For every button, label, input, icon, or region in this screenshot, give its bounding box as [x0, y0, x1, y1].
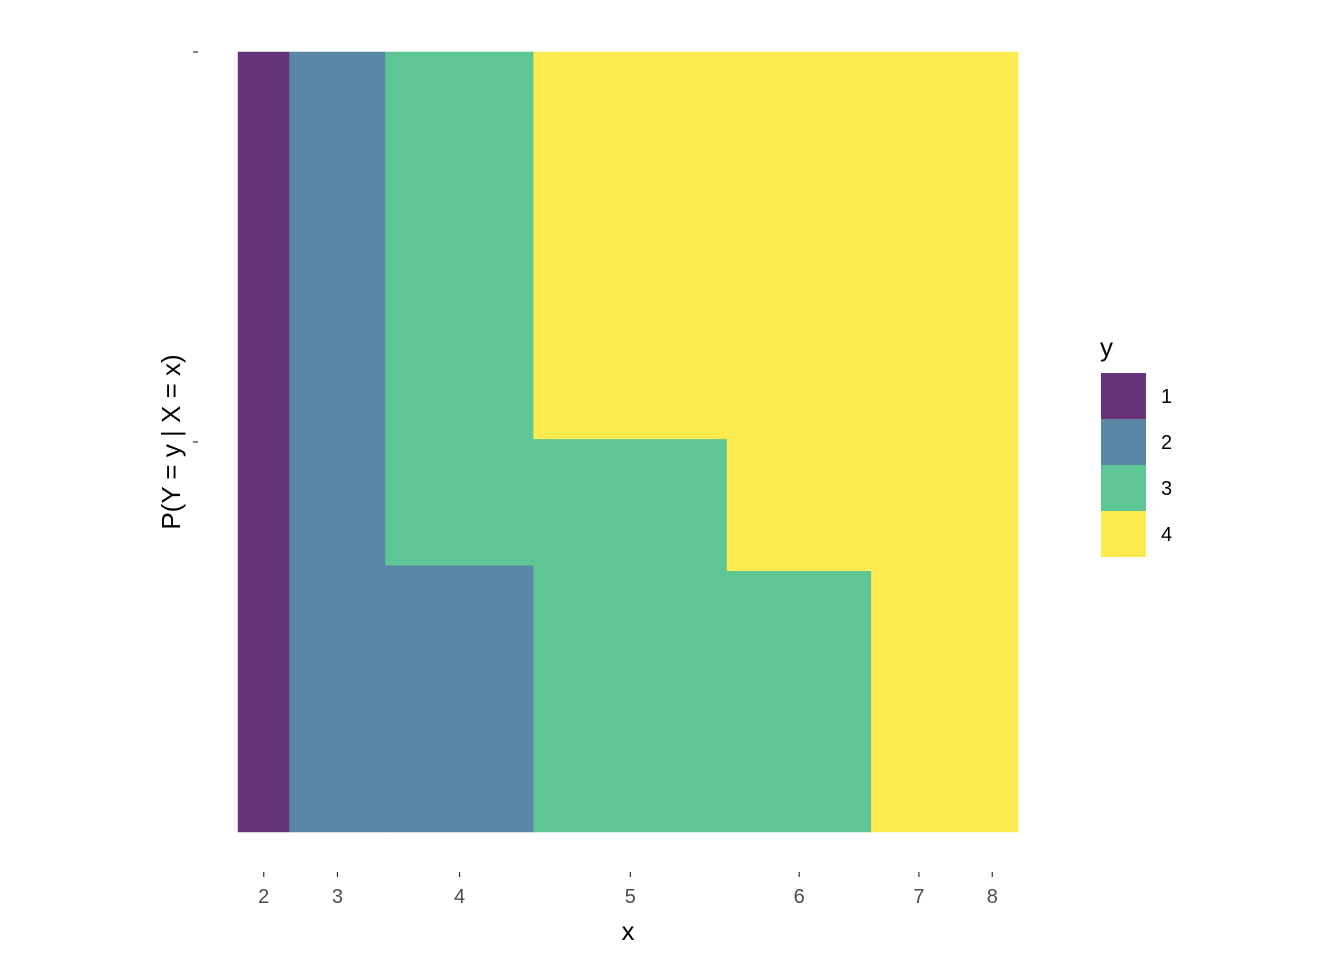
- x-tick-label-8: 8: [987, 886, 998, 908]
- x-tick-label-5: 5: [625, 886, 636, 908]
- tile-x4-y3: [385, 51, 534, 566]
- x-axis-title: x: [622, 916, 635, 946]
- x-axis: 2 3 4 5 6 7 8: [258, 872, 998, 908]
- tile-x5-y3: [533, 438, 728, 833]
- tile-x2-y1: [237, 51, 290, 833]
- tile-x4-y2: [385, 564, 534, 833]
- x-tick-label-7: 7: [913, 886, 924, 908]
- legend-label-3: 3: [1161, 478, 1172, 500]
- legend-label-2: 2: [1161, 432, 1172, 454]
- legend-key-1: [1101, 373, 1146, 419]
- x-tick-label-4: 4: [454, 886, 465, 908]
- legend-title: y: [1100, 332, 1113, 362]
- x-tick-label-2: 2: [258, 886, 269, 908]
- legend-label-4: 4: [1161, 524, 1172, 546]
- plot-panel: [237, 51, 1019, 833]
- tile-x3-y2: [289, 51, 386, 833]
- tile-x5-y4: [533, 51, 728, 440]
- tile-x7-y4: [871, 51, 967, 833]
- tile-x6-y4: [726, 51, 872, 571]
- x-tick-label-3: 3: [332, 886, 343, 908]
- tile-x8-y4: [966, 51, 1019, 833]
- x-tick-label-6: 6: [794, 886, 805, 908]
- legend: y 1 2 3 4: [1100, 332, 1172, 557]
- legend-key-3: [1101, 465, 1146, 511]
- y-axis: [193, 51, 198, 443]
- legend-label-1: 1: [1161, 386, 1172, 408]
- legend-key-2: [1101, 419, 1146, 465]
- legend-key-4: [1101, 511, 1146, 557]
- tile-x6-y3: [726, 570, 872, 833]
- y-axis-title: P(Y = y | X = x): [156, 354, 186, 529]
